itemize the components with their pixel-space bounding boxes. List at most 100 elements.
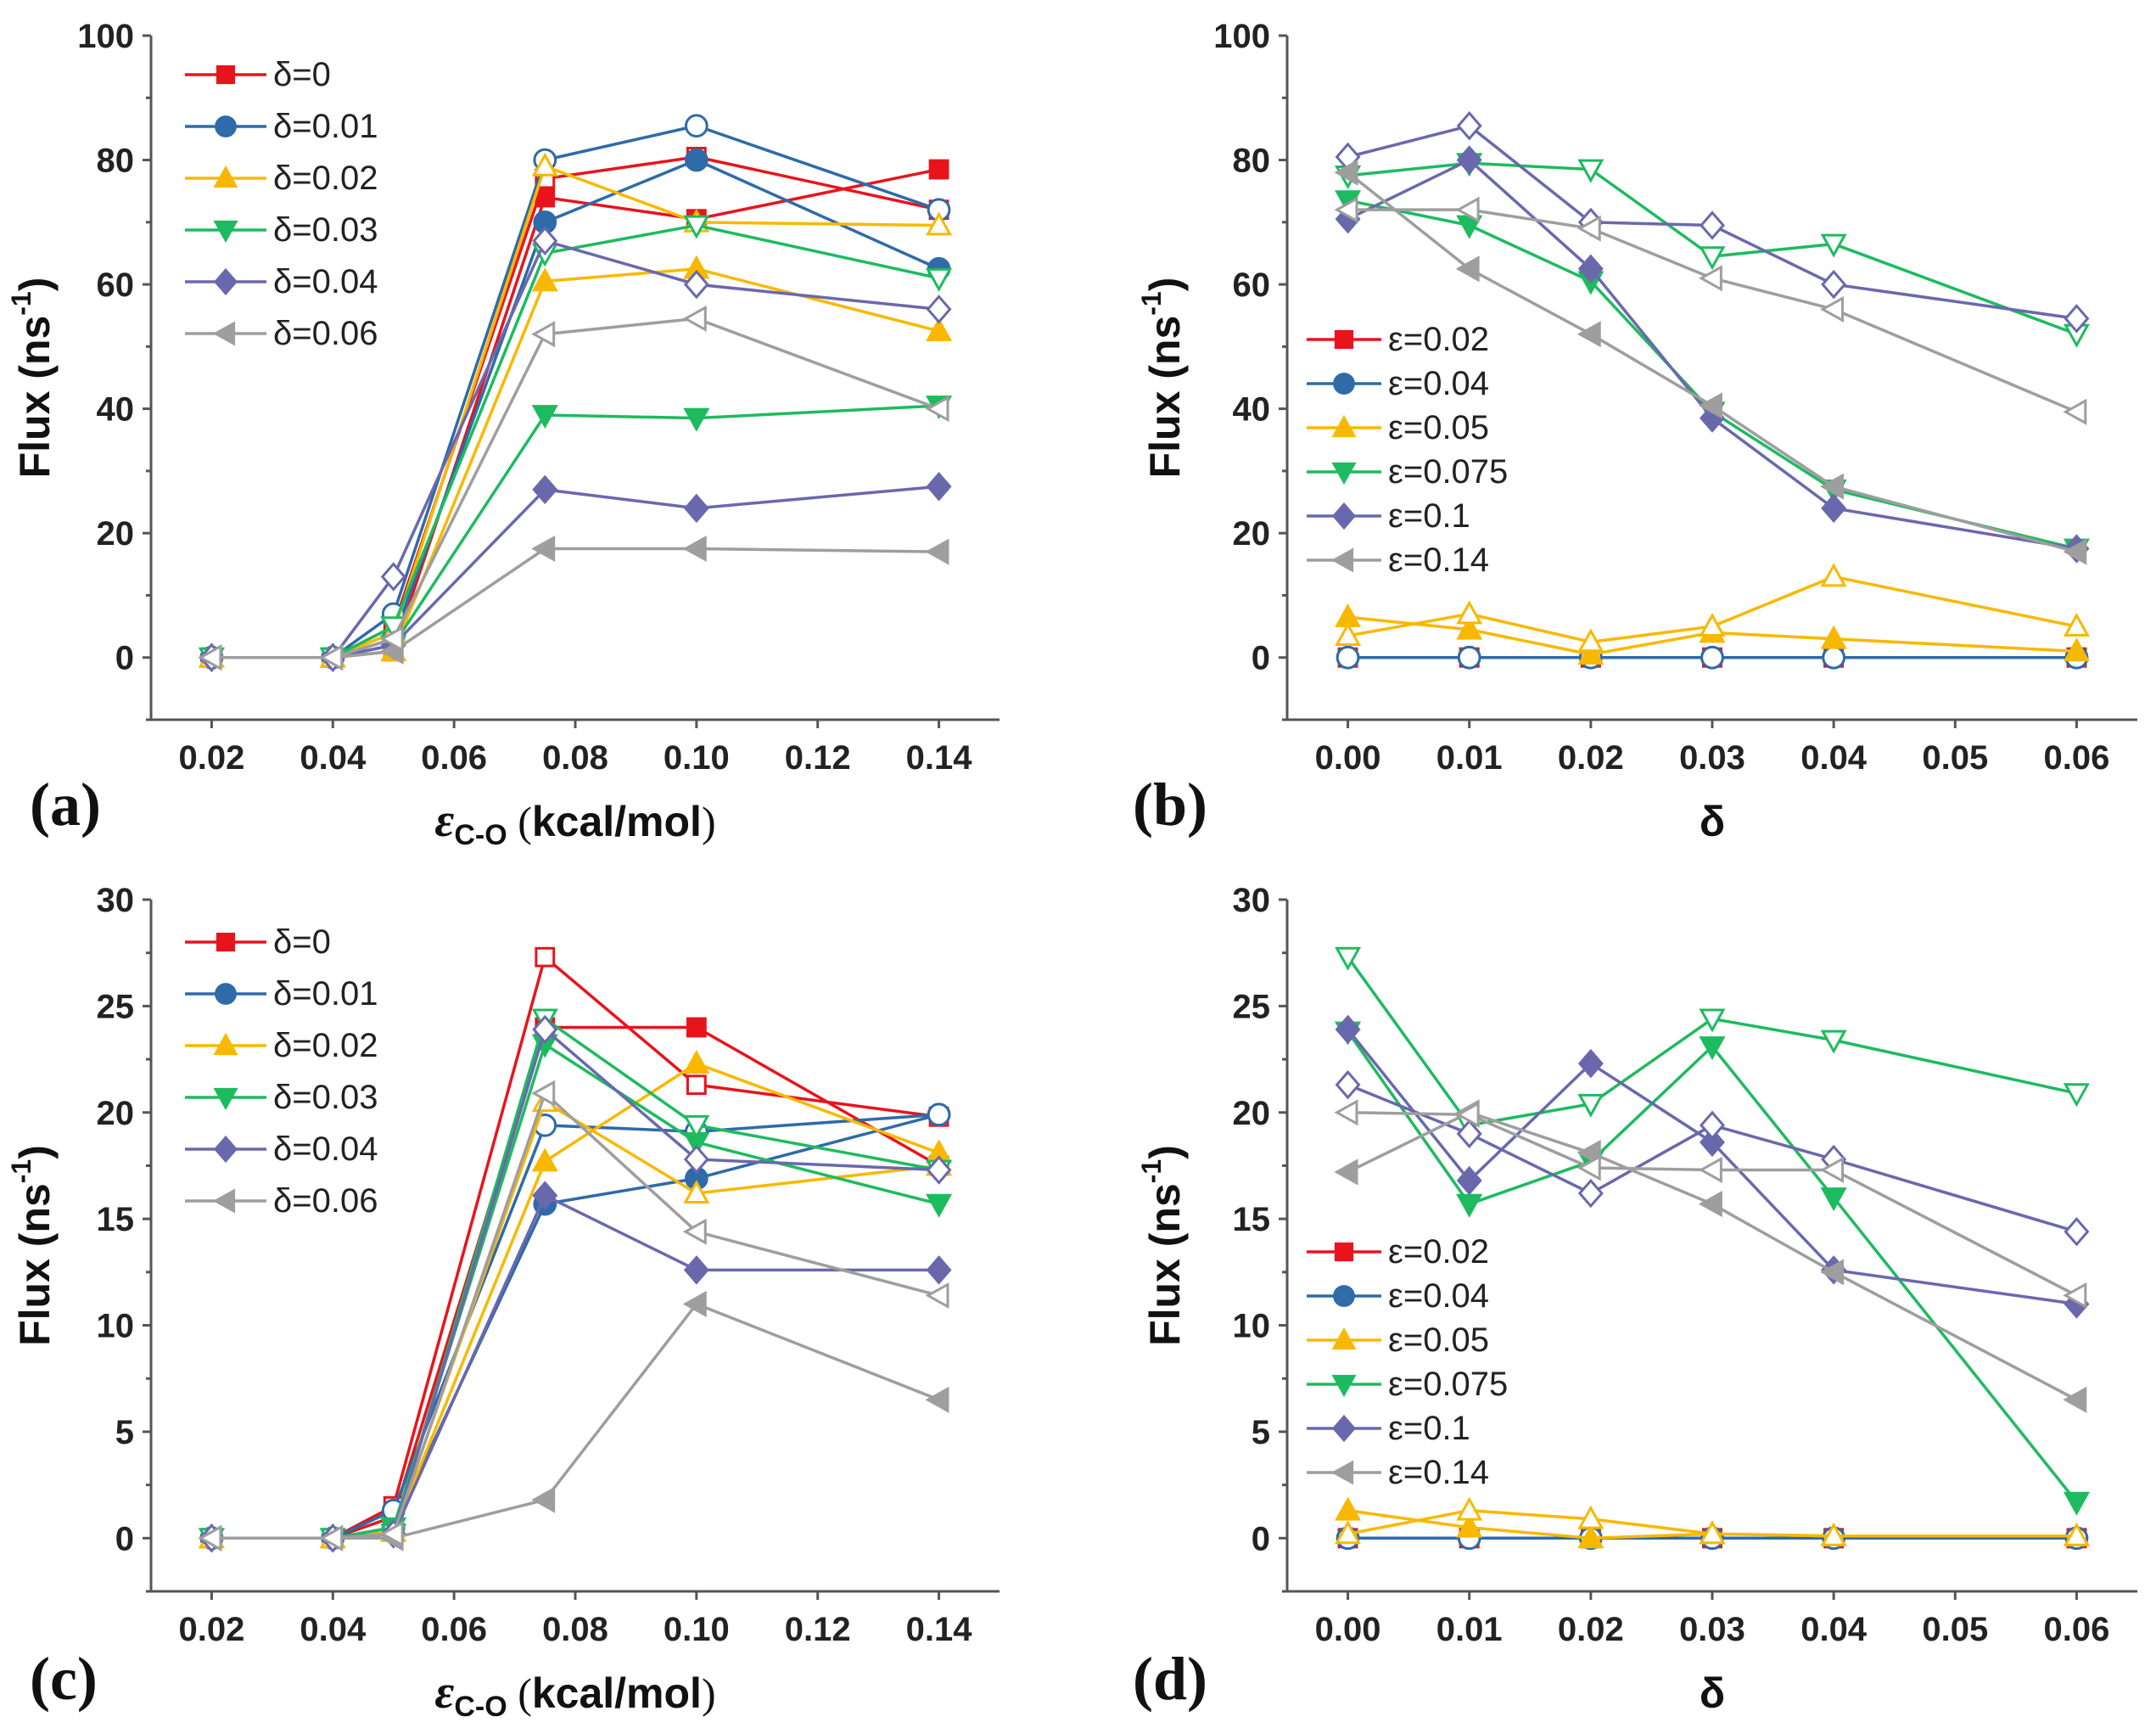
data-point (686, 1074, 707, 1096)
data-point (1456, 600, 1483, 625)
data-point (319, 644, 344, 671)
legend-marker (216, 932, 236, 952)
chart-panel-4: 0 5 10 15 20 25 30 0.00 0.01 0.02 0.03 0.04 0.05 0.06… (1133, 882, 2137, 1717)
data-point (1700, 1110, 1725, 1141)
data-point (686, 1017, 707, 1038)
legend-label: δ=0.06 (273, 1182, 378, 1220)
data-point (532, 1181, 558, 1210)
chart-panel-2: 0 20 40 60 80 100 0.00 0.01 0.02 0.03 0.04 0.05 0.06… (1133, 18, 2137, 845)
series-7 (1335, 946, 2090, 1139)
legend-label: ε=0.14 (1388, 1454, 1489, 1491)
legend-label: δ=0.02 (273, 1027, 378, 1064)
data-point (1455, 1101, 1480, 1128)
data-point (1456, 145, 1482, 175)
data-point (685, 114, 708, 138)
legend: δ=0 δ=0.01 δ=0.02 δ=0.03 δ=0.04 δ=0.06 (185, 923, 378, 1220)
data-point (683, 1050, 710, 1074)
series-line (1347, 575, 2077, 644)
data-point (1820, 1259, 1845, 1286)
y-tick-label: 40 (1233, 391, 1271, 429)
x-tick-label: 0.10 (664, 1611, 730, 1648)
data-point (1698, 392, 1722, 419)
legend-marker (1332, 502, 1356, 530)
y-axis-title: Flux (ns-1) (6, 1145, 59, 1346)
series-8 (199, 1181, 952, 1553)
data-point (319, 1524, 344, 1551)
data-point (1820, 295, 1845, 323)
x-tick-label: 0.06 (421, 739, 487, 777)
data-point (926, 317, 953, 341)
data-point (926, 267, 953, 292)
data-point (1455, 255, 1480, 283)
series-3 (199, 114, 951, 670)
y-tick-label: 40 (97, 391, 135, 429)
data-point (2063, 1083, 2090, 1108)
x-tick-label: 0.12 (785, 739, 851, 777)
data-point (1456, 615, 1483, 640)
series-8 (199, 471, 952, 672)
y-tick-label: 10 (97, 1308, 135, 1345)
data-point (2063, 1522, 2090, 1546)
data-point (1577, 1093, 1604, 1118)
x-tick-label: 0.02 (1558, 1611, 1624, 1648)
data-point (1335, 621, 1362, 646)
series-line (1347, 1110, 2078, 1401)
y-tick-label: 0 (115, 1520, 134, 1557)
series-3 (199, 1102, 951, 1551)
data-point (531, 535, 556, 563)
y-tick-label: 0 (115, 640, 134, 677)
series-2 (199, 1102, 951, 1551)
x-tick-label: 0.04 (1800, 739, 1868, 777)
y-axis-title: Flux (ns-1) (1136, 278, 1189, 479)
data-point (198, 644, 222, 671)
data-point (683, 269, 709, 300)
data-point (1456, 1165, 1482, 1196)
x-tick-label: 0.08 (542, 1611, 608, 1648)
series-10 (1334, 159, 2087, 565)
y-tick-label: 15 (97, 1201, 135, 1238)
data-point (1698, 1191, 1722, 1218)
x-tick-label: 0.00 (1315, 739, 1381, 777)
legend-label: δ=0.01 (273, 108, 378, 145)
data-point (1700, 1127, 1725, 1158)
data-point (1820, 233, 1847, 258)
legend-label: ε=0.075 (1388, 1366, 1508, 1403)
legend-label: ε=0.1 (1388, 1410, 1470, 1447)
x-axis-title: δ (1700, 1669, 1725, 1717)
y-tick-label: 0 (1252, 640, 1270, 677)
y-tick-label: 80 (97, 143, 135, 180)
data-point (1577, 1505, 1604, 1529)
legend: ε=0.02 ε=0.04 ε=0.05 ε=0.075 ε=0.1 ε=0.14 (1307, 321, 1508, 579)
series-6 (198, 396, 953, 671)
data-point (2063, 538, 2087, 565)
legend-marker (213, 1087, 238, 1111)
x-tick-label: 0.01 (1436, 1611, 1503, 1648)
y-tick-label: 10 (1233, 1308, 1271, 1345)
data-point (682, 1290, 707, 1318)
data-point (685, 148, 708, 172)
x-tick-label: 0.02 (178, 1611, 244, 1648)
x-axis-title: εC-O (kcal/mol) (434, 794, 715, 851)
series-5 (1335, 1496, 2090, 1546)
data-point (1335, 1014, 1361, 1045)
chart-panel-3: 0 5 10 15 20 25 30 0.02 0.04 0.06 0.08 0.10 0.12 0.14… (6, 882, 1000, 1723)
data-point (2063, 398, 2087, 425)
x-tick-label: 0.14 (906, 739, 973, 777)
series-line (211, 547, 939, 659)
data-point (1577, 159, 1604, 183)
data-point (683, 1144, 709, 1175)
data-point (531, 1486, 556, 1513)
legend-label: ε=0.04 (1388, 365, 1489, 402)
legend-label: δ=0.02 (273, 160, 378, 197)
data-point (925, 1282, 949, 1309)
legend-marker (1334, 329, 1354, 350)
data-point (926, 211, 953, 236)
series-3 (1336, 645, 2089, 670)
legend-marker (215, 983, 237, 1005)
series-line (1347, 208, 2078, 413)
data-point (926, 1155, 952, 1185)
data-point (1820, 1156, 1845, 1184)
legend-marker (1332, 1414, 1356, 1443)
y-tick-label: 100 (77, 18, 134, 55)
data-point (531, 267, 558, 292)
